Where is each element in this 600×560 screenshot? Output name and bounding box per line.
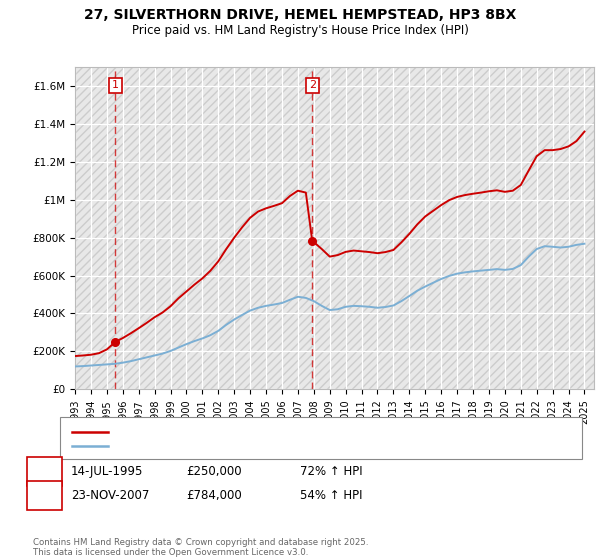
- Text: HPI: Average price, detached house, Dacorum: HPI: Average price, detached house, Daco…: [117, 441, 358, 451]
- Text: 54% ↑ HPI: 54% ↑ HPI: [300, 489, 362, 502]
- Text: £250,000: £250,000: [186, 465, 242, 478]
- Text: Contains HM Land Registry data © Crown copyright and database right 2025.
This d: Contains HM Land Registry data © Crown c…: [33, 538, 368, 557]
- Text: 1: 1: [112, 81, 119, 91]
- Text: 2: 2: [308, 81, 316, 91]
- Text: 27, SILVERTHORN DRIVE, HEMEL HEMPSTEAD, HP3 8BX: 27, SILVERTHORN DRIVE, HEMEL HEMPSTEAD, …: [84, 8, 516, 22]
- Text: 23-NOV-2007: 23-NOV-2007: [71, 489, 149, 502]
- Text: Price paid vs. HM Land Registry's House Price Index (HPI): Price paid vs. HM Land Registry's House …: [131, 24, 469, 36]
- Text: 14-JUL-1995: 14-JUL-1995: [71, 465, 143, 478]
- Text: 1: 1: [41, 465, 48, 478]
- Text: 2: 2: [41, 489, 48, 502]
- Text: 27, SILVERTHORN DRIVE, HEMEL HEMPSTEAD, HP3 8BX (detached house): 27, SILVERTHORN DRIVE, HEMEL HEMPSTEAD, …: [117, 427, 499, 437]
- Text: £784,000: £784,000: [186, 489, 242, 502]
- Text: 72% ↑ HPI: 72% ↑ HPI: [300, 465, 362, 478]
